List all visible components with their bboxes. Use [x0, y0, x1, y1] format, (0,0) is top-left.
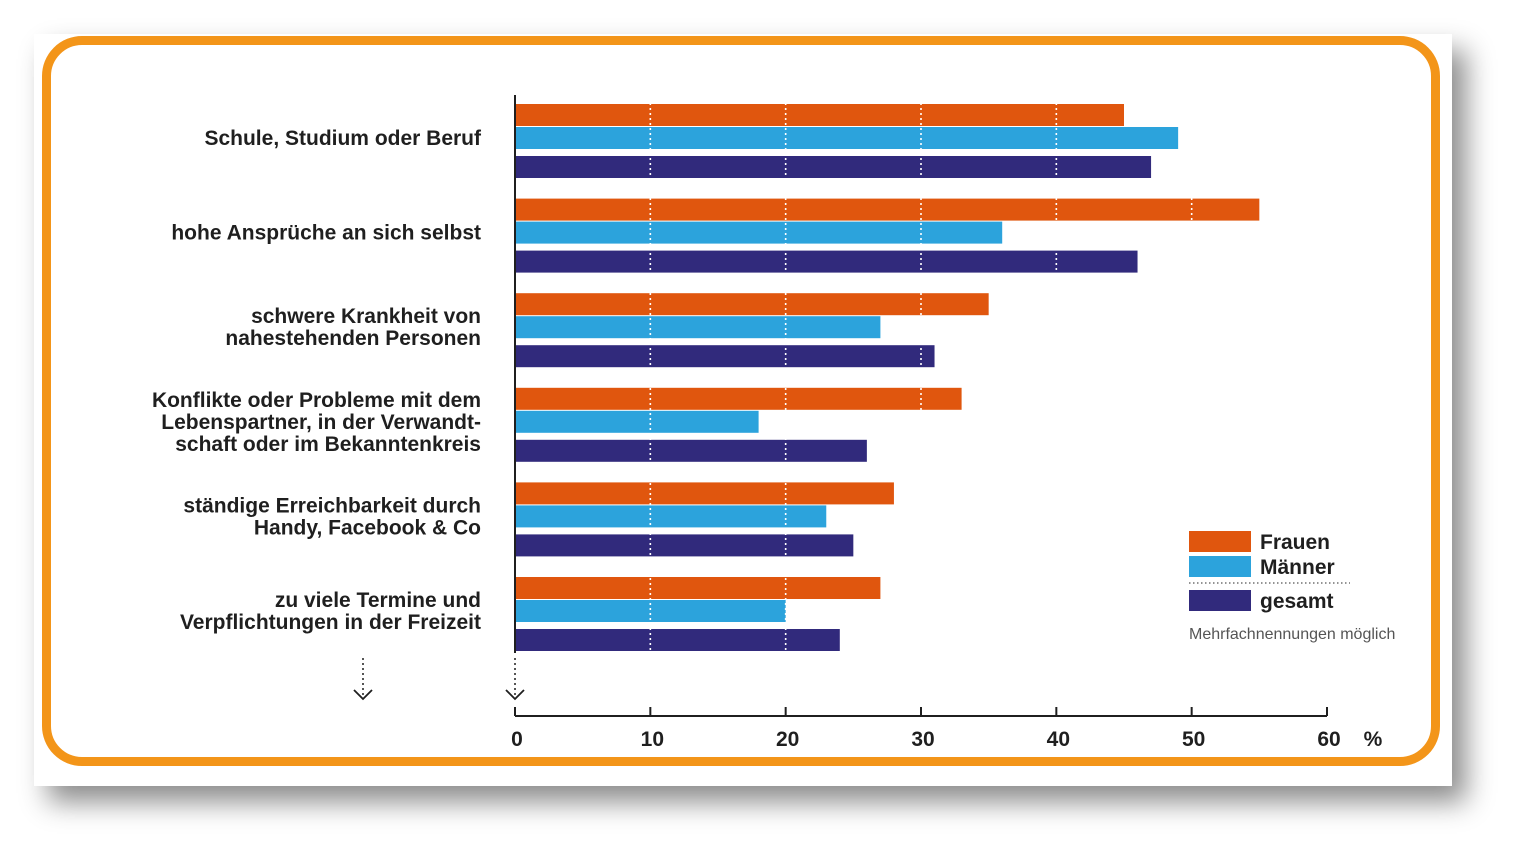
category-label-1: hohe Ansprüche an sich selbst [171, 222, 481, 245]
category-label-line: Handy, Facebook & Co [254, 516, 481, 539]
grid-layer [649, 103, 1193, 653]
category-label-line: Lebenspartner, in der Verwandt- [161, 411, 481, 434]
bars-layer [515, 104, 1260, 651]
bar-gesamt-1 [515, 250, 1138, 273]
bar-frauen-0 [515, 104, 1124, 126]
tick-label-20: 20 [776, 728, 799, 751]
down-arrow-icon [505, 689, 525, 701]
category-label-line: Verpflichtungen in der Freizeit [180, 611, 481, 634]
tick-label-10: 10 [641, 728, 664, 751]
bar-frauen-3 [515, 387, 962, 410]
tick-label-40: 40 [1047, 728, 1070, 751]
bar-mnner-1 [515, 221, 1003, 244]
category-label-0: Schule, Studium oder Beruf [204, 127, 482, 150]
category-label-line: schaft oder im Bekanntenkreis [175, 433, 481, 456]
bar-gesamt-2 [515, 345, 935, 368]
legend-swatch-2 [1189, 590, 1251, 611]
bar-mnner-3 [515, 410, 759, 433]
tick-label-60: 60 [1317, 728, 1340, 751]
bar-frauen-1 [515, 198, 1260, 221]
bar-gesamt-4 [515, 534, 854, 557]
category-label-line: schwere Krankheit von [251, 305, 481, 328]
bar-mnner-2 [515, 316, 881, 339]
legend-label-1: Männer [1260, 556, 1335, 579]
bar-gesamt-3 [515, 439, 867, 462]
bar-mnner-5 [515, 600, 786, 622]
category-label-5: zu viele Termine und Verpflichtungen in d… [180, 589, 481, 634]
category-label-2: schwere Krankheit von nahestehenden Perso… [225, 305, 481, 350]
x-unit-label: % [1364, 728, 1383, 751]
bar-frauen-5 [515, 577, 881, 599]
bar-frauen-4 [515, 482, 894, 505]
category-labels: Schule, Studium oder Beruf hohe Ansprüche… [152, 127, 482, 634]
down-arrow-icon [353, 689, 373, 701]
category-label-line: nahestehenden Personen [225, 327, 481, 350]
category-label-line: hohe Ansprüche an sich selbst [171, 222, 481, 245]
category-label-line: ständige Erreichbarkeit durch [183, 494, 481, 517]
bar-frauen-2 [515, 293, 989, 316]
tick-label-30: 30 [911, 728, 934, 751]
bar-mnner-0 [515, 127, 1179, 149]
x-axis: 0 10 20 30 40 50 60% [353, 95, 1383, 751]
legend-swatch-0 [1189, 531, 1251, 552]
tick-label-0: 0 [511, 728, 523, 751]
legend-swatch-1 [1189, 556, 1251, 577]
note-text: Mehrfachnennungen möglich [1189, 626, 1395, 643]
tick-label-50: 50 [1182, 728, 1205, 751]
bar-gesamt-0 [515, 156, 1152, 178]
category-label-line: Schule, Studium oder Beruf [204, 127, 482, 150]
category-label-4: ständige Erreichbarkeit durch Handy, Face… [183, 494, 481, 539]
category-label-line: zu viele Termine und [275, 589, 481, 612]
bar-mnner-4 [515, 505, 827, 528]
category-label-line: Konflikte oder Probleme mit dem [152, 389, 481, 412]
legend-label-0: Frauen [1260, 531, 1330, 554]
category-label-3: Konflikte oder Probleme mit dem Lebenspar… [152, 389, 481, 456]
legend-label-2: gesamt [1260, 590, 1334, 613]
bar-gesamt-5 [515, 629, 840, 651]
